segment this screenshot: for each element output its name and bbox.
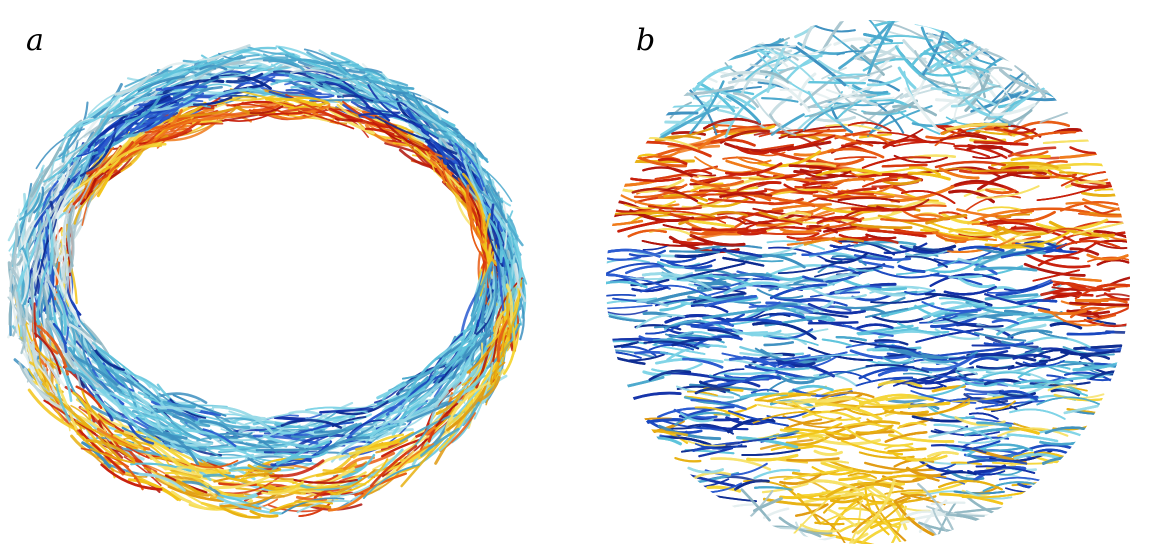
streamline (966, 389, 1003, 392)
streamline (671, 103, 692, 118)
streamline (604, 295, 636, 296)
streamline (19, 209, 20, 235)
streamline (695, 67, 731, 91)
streamline (695, 67, 731, 91)
panel-a-streamlines (8, 46, 526, 518)
streamline (960, 23, 1008, 71)
streamline (887, 397, 933, 399)
streamline (960, 23, 1008, 71)
streamline (675, 458, 700, 461)
streamline (204, 475, 234, 477)
streamline (1082, 191, 1133, 195)
page: a b (() => { const data = JSON.parse(doc… (0, 0, 1155, 559)
streamline (894, 142, 954, 146)
streamline (275, 418, 304, 420)
streamline (671, 103, 692, 118)
streamline (257, 449, 320, 450)
streamline (617, 393, 681, 405)
streamline (1001, 70, 1055, 93)
streamline (815, 451, 842, 454)
streamline (595, 305, 652, 308)
streamline (186, 123, 222, 124)
streamline (626, 266, 663, 273)
streamline (1001, 70, 1055, 93)
streamline (734, 491, 773, 530)
streamline (787, 459, 838, 461)
streamline (765, 342, 793, 345)
streamline (873, 316, 930, 322)
streamline (619, 377, 664, 388)
streamline (1023, 253, 1089, 268)
panel-b-streamlines (581, 4, 1153, 559)
streamline (993, 320, 1018, 323)
figure: a b (0, 0, 1155, 559)
